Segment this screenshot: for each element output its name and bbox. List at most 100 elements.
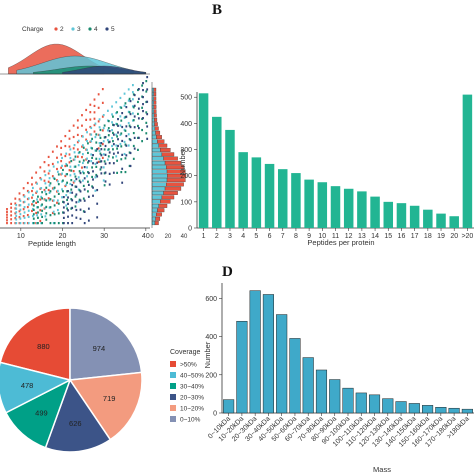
scatter-point bbox=[129, 164, 132, 168]
right-histogram-bar bbox=[151, 203, 159, 208]
scatter-point bbox=[97, 147, 100, 150]
panel-b-x-tick-label: 1 bbox=[202, 233, 206, 240]
scatter-point bbox=[120, 119, 123, 122]
right-histogram-bar bbox=[151, 165, 167, 170]
scatter-point bbox=[57, 222, 60, 225]
scatter-point bbox=[56, 189, 59, 193]
scatter-point bbox=[32, 222, 35, 225]
scatter-point bbox=[89, 111, 92, 114]
scatter-point bbox=[98, 149, 101, 153]
scatter-point bbox=[66, 207, 69, 210]
scatter-point bbox=[51, 150, 54, 153]
scatter-point bbox=[87, 171, 90, 175]
scatter-point bbox=[52, 199, 55, 202]
scatter-point bbox=[112, 131, 114, 135]
scatter-point bbox=[119, 124, 122, 127]
scatter-point bbox=[102, 140, 105, 143]
scatter-point bbox=[31, 203, 33, 206]
scatter-point bbox=[108, 140, 111, 143]
scatter-point bbox=[128, 124, 131, 127]
right-histogram-bar bbox=[151, 221, 156, 226]
scatter-point bbox=[117, 131, 119, 134]
panel-b-bar bbox=[462, 94, 473, 228]
right-histogram-bar bbox=[151, 87, 154, 92]
panel-b-x-tick-label: 8 bbox=[294, 233, 298, 240]
scatter-point bbox=[68, 137, 71, 140]
scatter-point bbox=[73, 151, 76, 154]
scatter-point bbox=[116, 123, 119, 126]
right-histogram-bar bbox=[157, 208, 165, 213]
scatter-point bbox=[102, 166, 105, 169]
scatter-point bbox=[62, 216, 65, 219]
scatter-point bbox=[47, 172, 50, 175]
scatter-point bbox=[71, 191, 74, 194]
panel-b-bar bbox=[357, 191, 367, 228]
scatter-point bbox=[90, 133, 93, 136]
scatter-point bbox=[19, 208, 22, 211]
scatter-point bbox=[100, 160, 103, 163]
scatter-point bbox=[124, 129, 127, 132]
scatter-point bbox=[137, 100, 139, 104]
panel-b-bar bbox=[449, 216, 459, 228]
scatter-point bbox=[131, 84, 134, 87]
scatter-point bbox=[62, 222, 65, 225]
scatter-point bbox=[15, 222, 18, 225]
scatter-point bbox=[121, 153, 124, 156]
scatter-point bbox=[112, 115, 114, 118]
scatter-point bbox=[94, 122, 97, 125]
scatter-point bbox=[52, 165, 55, 168]
scatter-point bbox=[66, 173, 69, 176]
scatter-point bbox=[43, 170, 46, 173]
scatter-point bbox=[10, 214, 13, 217]
right-histogram-bar bbox=[151, 191, 164, 195]
scatter-point bbox=[43, 198, 46, 201]
scatter-point bbox=[142, 82, 144, 85]
scatter-point bbox=[35, 211, 38, 215]
scatter-point bbox=[108, 183, 111, 186]
scatter-point bbox=[111, 129, 113, 132]
scatter-point bbox=[129, 138, 132, 142]
scatter-point bbox=[123, 104, 126, 107]
scatter-point bbox=[53, 177, 56, 180]
scatter-point bbox=[43, 207, 46, 210]
scatter-point bbox=[78, 189, 81, 192]
scatter-point bbox=[104, 144, 107, 148]
scatter-point bbox=[133, 94, 136, 97]
scatter-point bbox=[87, 190, 89, 193]
scatter-point bbox=[146, 113, 149, 116]
charge-legend-label: 3 bbox=[77, 26, 81, 33]
scatter-point bbox=[37, 222, 39, 225]
scatter-point bbox=[82, 146, 85, 149]
scatter-point bbox=[53, 195, 56, 198]
scatter-point bbox=[67, 209, 69, 212]
scatter-point bbox=[78, 170, 81, 173]
panel-d-bar bbox=[461, 408, 473, 414]
scatter-point bbox=[15, 211, 18, 214]
scatter-point bbox=[62, 222, 64, 225]
scatter-point bbox=[112, 133, 115, 136]
scatter-point bbox=[44, 174, 47, 177]
scatter-point bbox=[76, 148, 79, 151]
right-histogram-bar bbox=[166, 165, 184, 170]
scatter-point bbox=[100, 142, 103, 145]
scatter-point bbox=[133, 136, 136, 139]
scatter-point bbox=[115, 155, 118, 158]
scatter-point bbox=[83, 177, 86, 180]
panel-b-x-tick-label: 13 bbox=[358, 233, 366, 240]
scatter-point bbox=[37, 216, 39, 219]
scatter-point bbox=[67, 196, 69, 199]
scatter-point bbox=[32, 200, 35, 203]
scatter-point bbox=[72, 170, 75, 173]
scatter-point bbox=[43, 161, 46, 164]
scatter-point bbox=[18, 210, 21, 213]
scatter-point bbox=[73, 158, 76, 161]
scatter-point bbox=[91, 137, 94, 140]
scatter-point bbox=[106, 109, 109, 112]
right-histogram-bar bbox=[154, 126, 159, 131]
scatter-point bbox=[81, 135, 84, 138]
scatter-point bbox=[51, 175, 54, 178]
scatter-point bbox=[26, 213, 29, 217]
scatter-point bbox=[69, 165, 72, 168]
scatter-point bbox=[137, 88, 140, 91]
right-histogram-bar bbox=[154, 221, 159, 226]
